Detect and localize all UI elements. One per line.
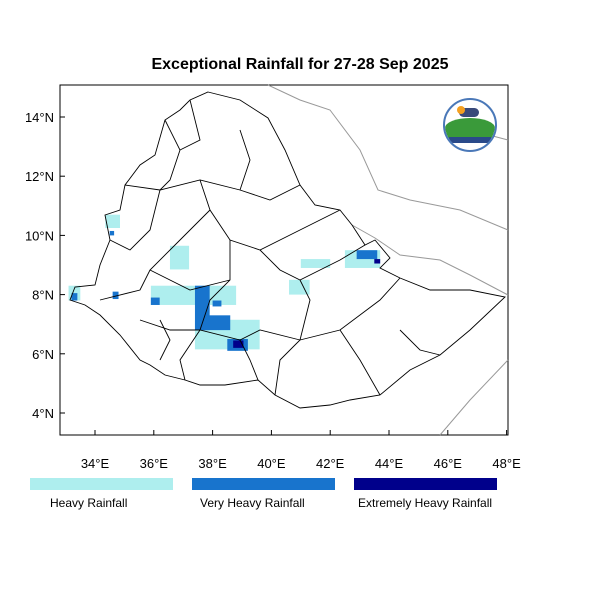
y-tick-label: 10°N (25, 228, 54, 243)
rainfall-cell (289, 279, 310, 295)
rainfall-cells (68, 214, 381, 351)
x-tick-label: 48°E (492, 456, 521, 471)
rainfall-cell (71, 293, 78, 301)
legend-label-heavy: Heavy Rainfall (50, 496, 128, 510)
neighbor-borders (267, 84, 509, 436)
rainfall-cell (212, 300, 222, 307)
rainfall-cell (356, 250, 378, 260)
x-tick-label: 34°E (81, 456, 110, 471)
rainfall-cell (112, 291, 119, 300)
y-axis-ticks: 14°N 12°N 10°N 8°N 6°N 4°N (25, 110, 65, 421)
x-tick-label: 38°E (198, 456, 227, 471)
x-axis-ticks: 34°E 36°E 38°E 40°E 42°E 44°E 46°E 48°E (81, 430, 521, 471)
ethiopian-meteorology-institute-logo (443, 98, 497, 152)
y-tick-label: 4°N (32, 406, 54, 421)
x-tick-label: 44°E (375, 456, 404, 471)
legend-label-very-heavy: Very Heavy Rainfall (200, 496, 305, 510)
rainfall-cell (109, 230, 115, 236)
rainfall-cell (105, 214, 120, 228)
legend-swatch-heavy (30, 478, 173, 490)
y-tick-label: 6°N (32, 347, 54, 362)
legend-label-extremely-heavy: Extremely Heavy Rainfall (358, 496, 493, 510)
rainfall-cell (200, 315, 231, 331)
x-tick-label: 46°E (434, 456, 463, 471)
legend-swatch-extremely-heavy (354, 478, 497, 490)
x-tick-label: 40°E (257, 456, 286, 471)
rainfall-cell (150, 285, 237, 305)
y-tick-label: 14°N (25, 110, 54, 125)
plot-frame (59, 84, 509, 436)
y-tick-label: 12°N (25, 169, 54, 184)
rainfall-cell (233, 340, 244, 348)
x-tick-label: 36°E (140, 456, 169, 471)
map-title: Exceptional Rainfall for 27-28 Sep 2025 (151, 56, 449, 73)
rainfall-cell (150, 297, 160, 305)
rainfall-cell (300, 259, 331, 268)
legend-swatch-very-heavy (192, 478, 335, 490)
rainfall-cell (374, 259, 381, 264)
rainfall-cell (169, 245, 190, 270)
ethiopia-regions (69, 91, 506, 409)
ethiopia-outline (69, 91, 506, 409)
y-tick-label: 8°N (32, 288, 54, 303)
x-tick-label: 42°E (316, 456, 345, 471)
